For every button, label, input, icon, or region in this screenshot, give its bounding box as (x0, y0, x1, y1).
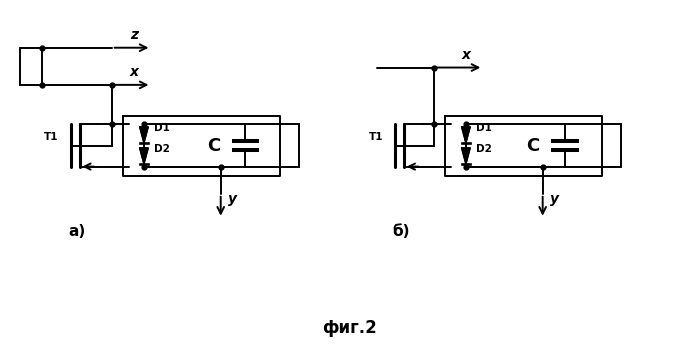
Polygon shape (461, 148, 470, 164)
Text: D2: D2 (154, 144, 170, 154)
Text: z: z (130, 28, 138, 42)
Text: T1: T1 (44, 132, 59, 142)
Text: C: C (526, 137, 540, 155)
Text: x: x (129, 65, 138, 79)
Polygon shape (140, 148, 148, 164)
Text: y: y (228, 192, 237, 206)
Text: T1: T1 (369, 132, 384, 142)
Text: фиг.2: фиг.2 (322, 318, 377, 336)
Text: а): а) (69, 224, 86, 239)
Text: D2: D2 (476, 144, 492, 154)
Text: C: C (207, 137, 220, 155)
Text: y: y (550, 192, 559, 206)
Text: б): б) (393, 224, 410, 239)
Polygon shape (140, 127, 148, 143)
Text: x: x (461, 48, 470, 61)
Text: D1: D1 (154, 123, 170, 133)
Polygon shape (461, 127, 470, 143)
Text: D1: D1 (476, 123, 492, 133)
